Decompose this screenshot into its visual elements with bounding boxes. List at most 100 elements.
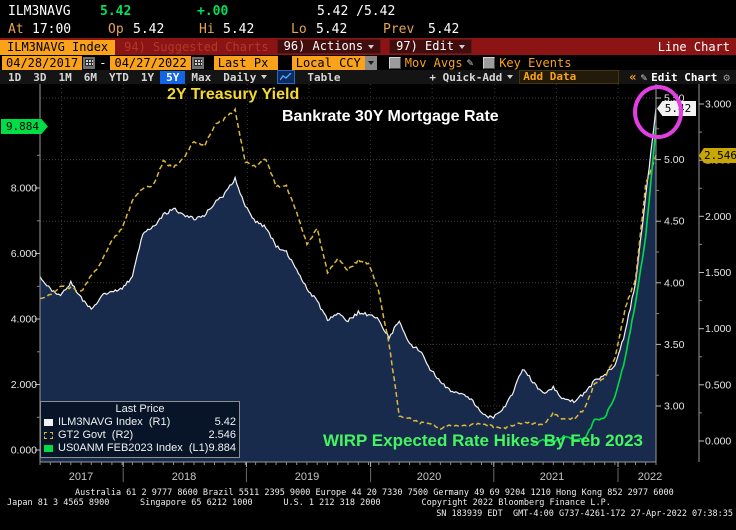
legend-series-label: GT2 Govt (R2) xyxy=(58,429,134,441)
left-axis-tick-label: 8.000 xyxy=(11,183,37,195)
right-axis-tick-label: 5.00 xyxy=(664,154,685,166)
legend-header: Last Price xyxy=(115,403,165,415)
legend-series-value: 9.884 xyxy=(208,442,236,454)
add-data-input[interactable]: Add Data xyxy=(519,70,620,84)
period-tab-ytd[interactable]: YTD xyxy=(109,70,129,84)
key-events-checkbox[interactable] xyxy=(483,56,496,69)
footer-session-info: SN 183939 EDT GMT-4:00 G737-4261-172 27-… xyxy=(436,509,733,519)
caret-down-icon xyxy=(368,44,375,49)
chart-type-icon-button[interactable] xyxy=(277,70,296,84)
legend-series-value: 5.42 xyxy=(214,416,236,428)
open-label: Op xyxy=(108,22,124,37)
currency-dropdown-arrow[interactable] xyxy=(364,55,377,70)
edit-label: 97) Edit xyxy=(396,39,454,53)
edit-chart-button[interactable]: Edit Chart xyxy=(651,70,718,84)
mov-avgs-checkbox[interactable] xyxy=(388,56,401,69)
price-type-select[interactable]: Last Px xyxy=(213,55,278,70)
right-axis-tick-label: 3.00 xyxy=(664,401,685,413)
actions-menu[interactable]: 96) Actions xyxy=(276,39,382,54)
high-value: 5.42 xyxy=(223,22,255,37)
title-bar: ILM3NAVG Index 94) Suggested Charts 96) … xyxy=(0,38,736,55)
x-axis-year-label: 2021 xyxy=(540,471,564,483)
legend-row[interactable]: GT2 Govt (R2) 2.546 xyxy=(44,429,236,442)
period-tab-max[interactable]: Max xyxy=(191,70,212,84)
caret-down-icon xyxy=(507,75,514,79)
quick-add-label: + Quick-Add xyxy=(429,70,503,84)
highlight-circle-annotation xyxy=(633,85,683,139)
quick-add-button[interactable]: + Quick-Add xyxy=(429,70,514,84)
series-mortgage-area xyxy=(40,107,656,463)
ticker-symbol: ILM3NAVG xyxy=(8,4,71,19)
price-change: +.00 xyxy=(197,4,229,19)
frequency-select[interactable]: Daily xyxy=(223,70,268,84)
low-value: 5.42 xyxy=(316,22,348,37)
security-field[interactable]: ILM3NAVG Index xyxy=(0,39,116,55)
mov-avgs-label: Mov Avgs xyxy=(404,55,463,70)
last-price: 5.42 xyxy=(100,4,132,19)
bid-ask: 5.42 /5.42 xyxy=(317,4,396,19)
chart-type-label: Line Chart xyxy=(657,39,730,54)
annotation-30y-mortgage: Bankrate 30Y Mortgage Rate xyxy=(282,108,499,125)
annotation-wirp: WIRP Expected Rate Hikes By Feb 2023 xyxy=(323,431,643,450)
gear-icon[interactable]: ⚙ xyxy=(723,70,730,84)
outer-right-axis-tick-label: 1.500 xyxy=(705,267,731,279)
at-time: 17:00 xyxy=(32,22,72,37)
period-tab-1y[interactable]: 1Y xyxy=(140,70,155,84)
series-wirp-line xyxy=(532,126,657,445)
date-from-input[interactable]: 04/28/2017 xyxy=(2,55,83,70)
legend-rows: ILM3NAVG Index (R1) 5.42 GT2 Govt (R2) 2.54… xyxy=(44,416,236,455)
currency-select[interactable]: Local CCY xyxy=(291,55,365,70)
footer-contact-line1: Australia 61 2 9777 8600 Brazil 5511 239… xyxy=(75,488,674,498)
period-tab-1d[interactable]: 1D xyxy=(8,70,22,84)
pencil-icon[interactable]: ✎ xyxy=(466,56,474,69)
right-tools: + Quick-Add Add Data « ✎ Edit Chart ⚙ xyxy=(429,70,736,84)
pencil-icon[interactable]: ✎ xyxy=(640,70,648,84)
legend-series-label: ILM3NAVG Index (R1) xyxy=(58,416,171,428)
collapse-chevron-icon[interactable]: « xyxy=(629,70,637,84)
edit-menu[interactable]: 97) Edit xyxy=(389,39,472,54)
outer-right-axis-tick-label: 3.000 xyxy=(705,99,731,111)
period-tabs: 1D 3D 1M 6M YTD 1Y 5Y Max xyxy=(2,70,217,84)
table-button[interactable]: Table xyxy=(307,70,341,84)
caret-down-icon xyxy=(367,60,374,65)
high-label: Hi xyxy=(199,22,215,37)
period-tab-5y[interactable]: 5Y xyxy=(160,70,186,84)
open-value: 5.42 xyxy=(133,22,165,37)
left-axis-tick-label: 4.000 xyxy=(11,314,37,326)
period-toolbar: 1D 3D 1M 6M YTD 1Y 5Y Max Daily Table + Quick-A… xyxy=(0,70,736,84)
outer-right-axis-tick-label: 1.000 xyxy=(705,323,731,335)
calendar-icon[interactable] xyxy=(191,56,204,69)
series-swatch-icon xyxy=(44,419,53,426)
calendar-icon[interactable] xyxy=(83,56,96,69)
caret-down-icon xyxy=(261,75,268,79)
period-tab-1m[interactable]: 1M xyxy=(58,70,72,84)
left-axis-tick-label: 2.000 xyxy=(11,379,37,391)
x-axis-year-label: 2017 xyxy=(69,471,93,483)
outer-right-axis-tick-label: 2.000 xyxy=(705,211,731,223)
legend-row[interactable]: ILM3NAVG Index (R1) 5.42 xyxy=(44,416,236,429)
right-axis-tick-label: 3.50 xyxy=(664,339,685,351)
date-to-input[interactable]: 04/27/2022 xyxy=(110,55,191,70)
footer-contact-line2: Japan 81 3 4565 8900 Singapore 65 6212 1… xyxy=(7,498,611,508)
outer-right-axis-tick-label: 0.000 xyxy=(705,436,731,448)
key-events-label: Key Events xyxy=(499,55,572,70)
period-tab-3d[interactable]: 3D xyxy=(33,70,47,84)
chart-canvas[interactable]: 8.0006.0004.0002.0000.0005.505.004.504.0… xyxy=(0,84,736,487)
annotation-2y-treasury: 2Y Treasury Yield xyxy=(167,86,300,103)
legend-row[interactable]: US0ANM FEB2023 Index (L1) 9.884 xyxy=(44,442,236,455)
x-axis-year-label: 2022 xyxy=(638,471,662,483)
axes: 8.0006.0004.0002.0000.0005.505.004.504.0… xyxy=(11,84,731,483)
outer-right-axis-tick-label: 0.500 xyxy=(705,379,731,391)
quote-row-secondary: At 17:00 Op 5.42 Hi 5.42 Lo 5.42 Prev 5.… xyxy=(0,22,736,38)
suggested-charts-menu[interactable]: 94) Suggested Charts xyxy=(124,39,269,54)
period-tab-6m[interactable]: 6M xyxy=(83,70,97,84)
prev-label: Prev xyxy=(383,22,415,37)
outer-right-axis-last-badge: 2.546 xyxy=(699,148,736,163)
calendar-glyph xyxy=(85,59,94,66)
series-2y-treasury-line xyxy=(39,106,657,430)
low-label: Lo xyxy=(291,22,307,37)
chart-legend: Last Price ILM3NAVG Index (R1) 5.42 GT2 Go… xyxy=(40,401,240,458)
line-chart-icon xyxy=(280,73,292,81)
frequency-label: Daily xyxy=(223,70,257,84)
